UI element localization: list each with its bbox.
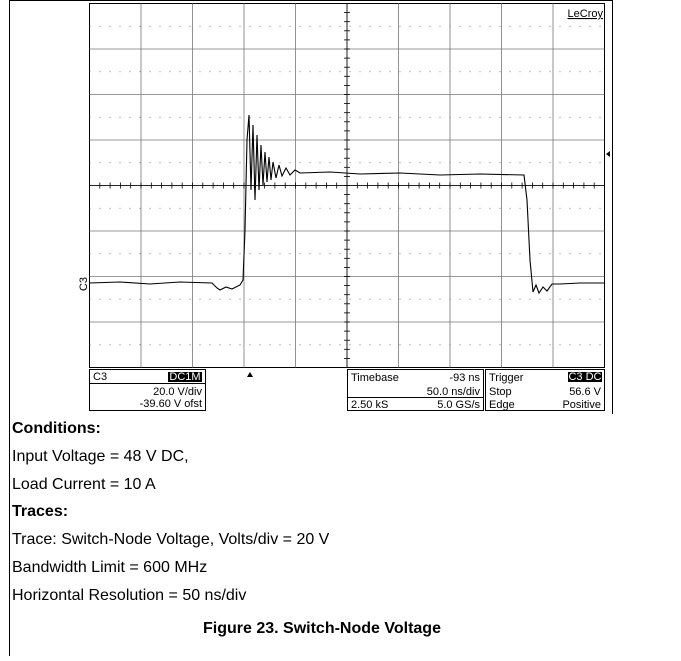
traces-heading: Traces:	[12, 503, 68, 520]
trigger-box: Trigger C3 DC Stop 56.6 V Edge Positive	[485, 369, 605, 411]
condition-line: Input Voltage = 48 V DC,	[12, 448, 189, 465]
coupling: DC1M	[169, 371, 200, 383]
brand: LeCroy	[568, 8, 604, 20]
trigger-slope: Positive	[562, 399, 601, 411]
channel-box: C3 DC1M 20.0 V/div -39.60 V ofst	[89, 369, 206, 411]
trigger-mode: Stop	[489, 386, 512, 398]
condition-line: Load Current = 10 A	[12, 476, 156, 493]
channel-offset: -39.60 V ofst	[140, 398, 202, 410]
waveform	[88, 114, 604, 295]
trigger-level: 56.6 V	[569, 386, 601, 398]
trace-marker: C3	[78, 277, 90, 291]
samples: 2.50 kS	[351, 399, 388, 411]
sample-rate: 5.0 GS/s	[437, 399, 480, 411]
channel-name: C3	[93, 371, 107, 383]
timebase-scale: 50.0 ns/div	[427, 386, 481, 398]
notes: Conditions: Input Voltage = 48 V DC, Loa…	[12, 420, 441, 637]
grid	[89, 3, 605, 368]
timebase-delay: -93 ns	[449, 372, 480, 384]
frame	[9, 0, 613, 656]
trigger-source: C3 DC	[568, 371, 601, 383]
trace-line: Trace: Switch-Node Voltage, Volts/div = …	[12, 531, 330, 548]
level-arrow	[606, 151, 610, 157]
timebase-label: Timebase	[351, 372, 399, 384]
caption: Figure 23. Switch-Node Voltage	[203, 620, 441, 637]
trace-line: Bandwidth Limit = 600 MHz	[12, 559, 207, 576]
conditions-heading: Conditions:	[12, 420, 101, 437]
timebase-box: Timebase -93 ns 50.0 ns/div 2.50 kS 5.0 …	[347, 369, 484, 411]
trigger-label: Trigger	[489, 372, 524, 384]
trigger-arrow	[247, 372, 253, 377]
scope-screen: LeCroy C3	[78, 3, 610, 377]
trace-line: Horizontal Resolution = 50 ns/div	[12, 587, 246, 604]
trigger-type: Edge	[489, 399, 515, 411]
channel-scale: 20.0 V/div	[153, 386, 202, 398]
